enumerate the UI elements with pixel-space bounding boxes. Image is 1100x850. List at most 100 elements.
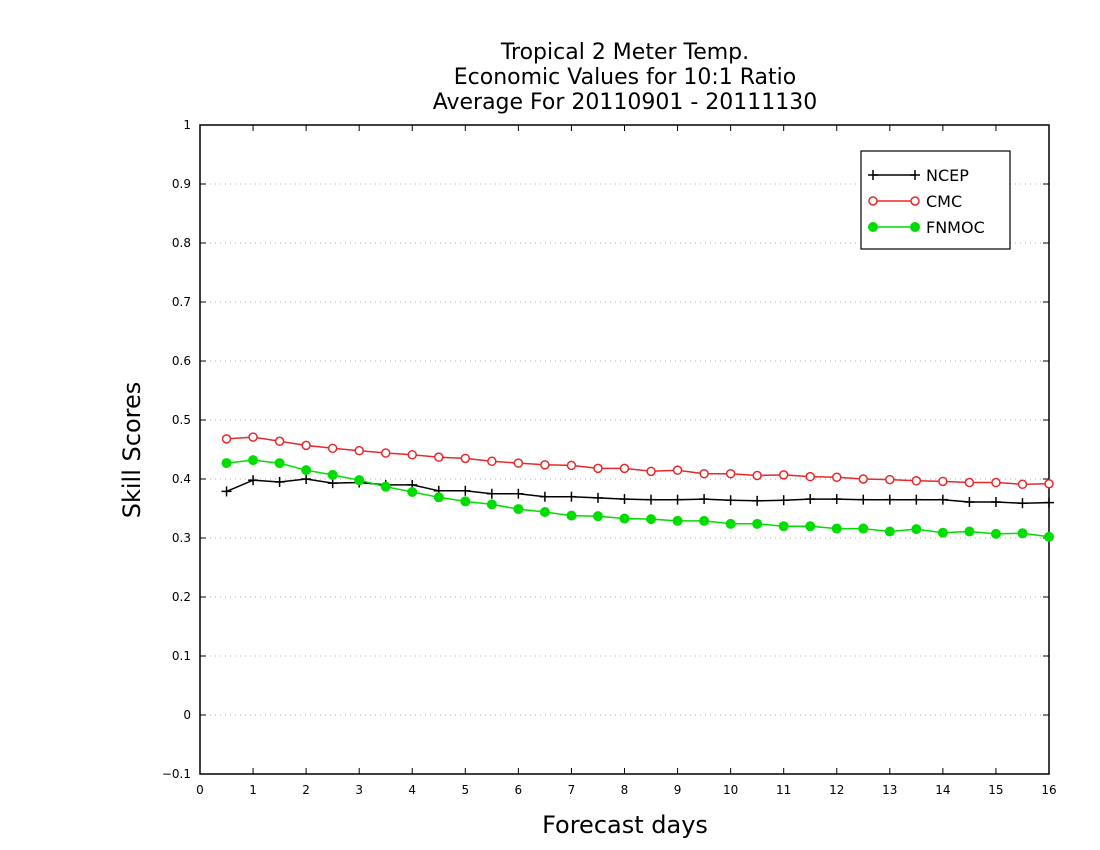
legend-item-fnmoc: FNMOC bbox=[868, 218, 985, 237]
x-tick-label: 16 bbox=[1041, 783, 1056, 797]
y-tick-label: 0.8 bbox=[172, 236, 191, 250]
data-point-ncep bbox=[752, 495, 763, 506]
legend-marker bbox=[868, 196, 878, 206]
data-point-ncep bbox=[646, 494, 657, 505]
data-point-ncep bbox=[778, 495, 789, 506]
data-point-ncep bbox=[699, 494, 710, 505]
legend: NCEP CMC FNMOC bbox=[860, 150, 1011, 250]
data-point-fnmoc bbox=[778, 521, 789, 532]
data-point-cmc bbox=[672, 465, 683, 475]
data-point-fnmoc bbox=[805, 521, 816, 532]
data-point-fnmoc bbox=[699, 515, 710, 526]
data-point-cmc bbox=[964, 477, 975, 488]
y-tick-label: 0.6 bbox=[172, 354, 191, 368]
x-tick-label: 11 bbox=[776, 783, 791, 797]
data-point-ncep bbox=[592, 492, 603, 503]
x-tick-label: 13 bbox=[882, 783, 897, 797]
legend-item-cmc: CMC bbox=[868, 192, 962, 211]
x-tick-label: 14 bbox=[935, 783, 950, 797]
series-line-fnmoc bbox=[226, 459, 1050, 538]
data-point-cmc bbox=[566, 460, 577, 471]
data-point-ncep bbox=[831, 494, 842, 505]
data-point-cmc bbox=[487, 456, 497, 467]
data-point-fnmoc bbox=[301, 465, 312, 476]
legend-marker bbox=[868, 222, 878, 232]
data-point-fnmoc bbox=[274, 458, 285, 469]
data-point-ncep bbox=[937, 494, 948, 505]
legend-marker bbox=[910, 196, 920, 206]
x-tick-label: 4 bbox=[408, 783, 416, 797]
data-point-fnmoc bbox=[566, 510, 577, 521]
data-point-ncep bbox=[805, 494, 816, 505]
data-point-fnmoc bbox=[990, 528, 1001, 539]
data-point-cmc bbox=[540, 460, 550, 470]
data-point-fnmoc bbox=[513, 504, 524, 515]
x-axis: 0 1 2 3 4 5 6 7 8 9 10 11 12 13 14 15 16 bbox=[196, 125, 1057, 797]
data-point-cmc bbox=[327, 443, 338, 454]
data-point-cmc bbox=[805, 471, 815, 482]
x-axis-title: Forecast days bbox=[542, 811, 708, 839]
data-point-cmc bbox=[434, 452, 444, 462]
data-point-ncep bbox=[1017, 498, 1028, 509]
data-point-cmc bbox=[832, 472, 842, 482]
y-tick-label: 0.9 bbox=[172, 177, 191, 191]
y-tick-label: 0.7 bbox=[172, 295, 191, 309]
data-point-fnmoc bbox=[937, 527, 948, 538]
data-point-ncep bbox=[221, 486, 232, 497]
y-axis: −0.1 0 0.1 0.2 0.3 0.4 0.5 0.6 0.7 0.8 0.9 1 bbox=[162, 118, 1049, 781]
y-tick-label: 0.4 bbox=[172, 472, 191, 486]
data-point-cmc bbox=[1017, 479, 1028, 490]
data-point-fnmoc bbox=[592, 511, 603, 522]
chart-title-line-1: Tropical 2 Meter Temp. bbox=[500, 40, 749, 65]
series-ncep bbox=[221, 474, 1054, 509]
grid-lines bbox=[200, 183, 1049, 716]
x-tick-label: 15 bbox=[988, 783, 1003, 797]
data-point-fnmoc bbox=[725, 518, 736, 529]
data-point-ncep bbox=[248, 475, 259, 486]
data-point-fnmoc bbox=[884, 526, 895, 537]
data-point-fnmoc bbox=[354, 475, 365, 486]
data-point-fnmoc bbox=[646, 514, 657, 525]
data-point-ncep bbox=[274, 476, 285, 487]
legend-item-ncep: NCEP bbox=[868, 166, 969, 185]
data-point-fnmoc bbox=[433, 492, 444, 503]
data-point-fnmoc bbox=[1017, 528, 1028, 539]
data-point-cmc bbox=[938, 476, 948, 487]
data-point-cmc bbox=[911, 476, 922, 486]
data-point-fnmoc bbox=[831, 523, 842, 534]
data-point-cmc bbox=[1044, 478, 1054, 489]
chart-title-line-2: Economic Values for 10:1 Ratio bbox=[454, 65, 796, 90]
data-point-fnmoc bbox=[619, 513, 630, 524]
x-tick-label: 12 bbox=[829, 783, 844, 797]
x-tick-label: 5 bbox=[461, 783, 469, 797]
data-point-cmc bbox=[646, 466, 656, 477]
data-point-fnmoc bbox=[1044, 531, 1054, 542]
x-tick-label: 10 bbox=[723, 783, 738, 797]
x-tick-label: 1 bbox=[249, 783, 257, 797]
series-fnmoc bbox=[221, 455, 1054, 542]
data-point-fnmoc bbox=[539, 507, 550, 518]
legend-box bbox=[860, 150, 1011, 250]
y-axis-title: Skill Scores bbox=[118, 382, 146, 519]
series-line-cmc bbox=[226, 436, 1050, 486]
data-point-ncep bbox=[884, 494, 895, 505]
data-point-fnmoc bbox=[752, 518, 763, 529]
data-point-cmc bbox=[593, 463, 603, 474]
data-point-fnmoc bbox=[407, 486, 418, 497]
data-point-fnmoc bbox=[248, 455, 259, 466]
legend-label: NCEP bbox=[926, 166, 969, 185]
data-point-cmc bbox=[274, 436, 285, 446]
legend-label: FNMOC bbox=[926, 218, 985, 237]
x-tick-label: 7 bbox=[568, 783, 576, 797]
data-series bbox=[221, 432, 1054, 542]
y-tick-label: 0.1 bbox=[172, 649, 191, 663]
data-point-cmc bbox=[725, 468, 736, 479]
data-point-fnmoc bbox=[858, 523, 869, 534]
legend-label: CMC bbox=[926, 192, 962, 211]
series-line-ncep bbox=[226, 478, 1050, 504]
x-tick-label: 9 bbox=[674, 783, 682, 797]
data-point-cmc bbox=[778, 470, 789, 480]
data-point-fnmoc bbox=[486, 499, 497, 510]
data-point-ncep bbox=[566, 491, 577, 502]
y-tick-label: 1 bbox=[183, 118, 191, 132]
